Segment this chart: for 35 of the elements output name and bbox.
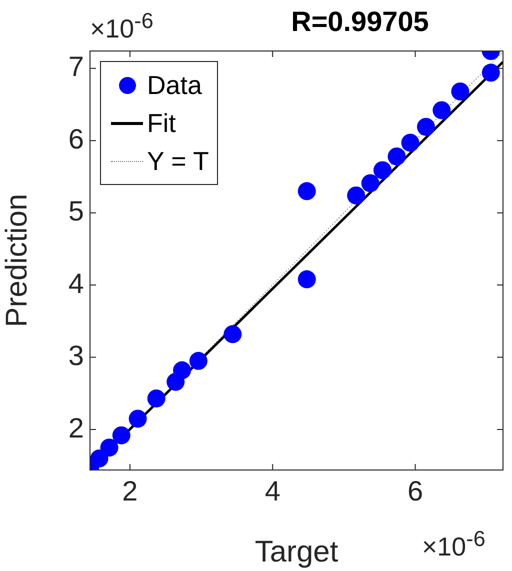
point <box>298 182 316 200</box>
point <box>482 64 500 82</box>
point <box>147 389 166 408</box>
point <box>298 270 316 288</box>
point <box>189 352 208 370</box>
point <box>432 101 451 120</box>
point <box>451 82 470 100</box>
y-tick-label: 3 <box>68 340 84 372</box>
point <box>166 372 185 391</box>
y-tick-label: 2 <box>68 412 84 444</box>
point <box>347 186 366 204</box>
legend-label: Y = T <box>147 146 209 176</box>
point <box>100 438 118 457</box>
point <box>112 426 130 444</box>
point <box>361 174 380 192</box>
y-tick-label: 6 <box>68 123 84 154</box>
legend-label: Data <box>147 70 202 100</box>
x-axis-title: Target <box>254 535 339 568</box>
point <box>388 147 406 166</box>
x-tick-label: 2 <box>122 476 138 507</box>
point <box>416 118 435 136</box>
point <box>401 134 420 152</box>
y-axis-title: Prediction <box>0 194 34 328</box>
text: ×10$^{-6}$ <box>422 526 486 563</box>
legend-label: Fit <box>147 108 176 138</box>
y-tick-label: 7 <box>68 51 84 82</box>
x-tick-label: 6 <box>407 476 424 507</box>
point <box>373 161 392 180</box>
x-tick-label: 4 <box>264 476 280 507</box>
point <box>224 325 242 344</box>
y-tick-label: 4 <box>68 268 84 299</box>
chart-title: R=0.99705 <box>290 6 430 38</box>
point <box>128 410 147 428</box>
y-tick-label: 5 <box>68 196 84 227</box>
text: ×10$^{-6}$ <box>90 8 154 45</box>
